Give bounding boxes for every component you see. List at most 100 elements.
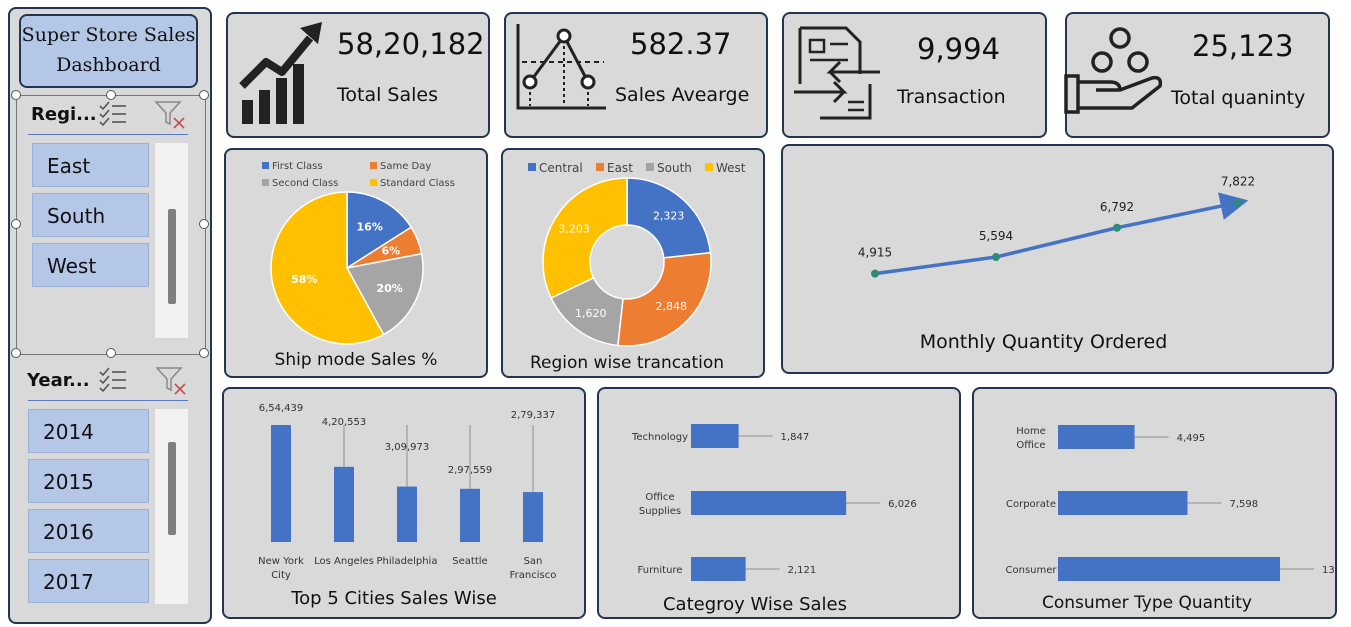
slicer-item-west[interactable]: West: [32, 243, 149, 287]
clear-filter-icon[interactable]: [155, 366, 187, 396]
data-label: 1,847: [781, 432, 810, 443]
category-bar-chart: 1,847 Technology 6,026 Office Supplies 2,121 F…: [631, 424, 917, 581]
multi-select-icon[interactable]: [98, 100, 128, 128]
cities-bar-chart: 6,54,439 New York City 4,20,553 Los Angeles 3…: [258, 403, 557, 581]
region-doughnut-chart: Central East South West 2,323 2,848 1,620 3,203: [528, 161, 746, 347]
data-label: 6%: [381, 245, 400, 258]
average-chart-icon: [516, 24, 606, 110]
slicer-item-south[interactable]: South: [32, 193, 149, 237]
category-label: Francisco: [510, 570, 557, 581]
kpi-label-transaction: Transaction: [897, 86, 1006, 108]
data-label: 2,323: [653, 209, 685, 222]
data-label: 2,121: [788, 565, 817, 576]
ship-mode-chart-title: Ship mode Sales %: [274, 350, 438, 370]
monthly-card: [781, 144, 1334, 374]
category-label: Supplies: [639, 506, 681, 517]
data-label: 3,203: [558, 223, 590, 236]
legend-label: South: [657, 161, 692, 175]
data-label: 20%: [376, 282, 402, 295]
bar: [691, 491, 847, 515]
resize-handle[interactable]: [106, 90, 116, 100]
legend-swatch: [646, 163, 654, 171]
legend-label: West: [716, 161, 746, 175]
data-point: [992, 253, 1000, 262]
year-slicer-header: Year...: [27, 370, 90, 391]
resize-handle[interactable]: [106, 348, 116, 358]
bar: [334, 466, 354, 542]
resize-handle[interactable]: [199, 90, 209, 100]
transaction-icon: [794, 26, 880, 120]
monthly-line-chart: 4,915 5,594 6,792 7,822: [858, 175, 1255, 278]
year-scroll-thumb[interactable]: [168, 442, 176, 535]
doughnut-slice: [542, 177, 628, 299]
data-label: 3,09,973: [385, 442, 430, 453]
doughnut-slice: [617, 251, 712, 347]
series-line: [874, 192, 1249, 276]
data-label: 5,594: [979, 229, 1013, 243]
hand-coins-icon: [1064, 27, 1163, 114]
resize-handle[interactable]: [199, 348, 209, 358]
consumer-chart-title: Consumer Type Quantity: [1041, 593, 1252, 613]
slicer-item-2017[interactable]: 2017: [28, 559, 149, 603]
kpi-label-total-sales: Total Sales: [337, 84, 438, 106]
legend-swatch: [596, 163, 604, 171]
region-chart-title: Region wise trancation: [529, 353, 725, 373]
clear-filter-icon[interactable]: [154, 100, 186, 130]
data-label: 2,848: [655, 300, 687, 313]
category-label: Corporate: [1006, 499, 1056, 510]
slicer-item-2015[interactable]: 2015: [28, 459, 149, 503]
data-label: 4,915: [858, 246, 892, 260]
data-point: [871, 269, 879, 278]
dashboard-title-line2: Dashboard: [56, 54, 161, 76]
bar: [271, 425, 291, 542]
kpi-value-total-sales: 58,20,182: [337, 27, 485, 61]
category-label: City: [271, 570, 291, 581]
slicer-item-east[interactable]: East: [32, 143, 149, 187]
category-label: Office: [645, 492, 674, 503]
data-point: [1113, 223, 1121, 232]
kpi-value-transaction: 9,994: [917, 32, 1001, 66]
kpi-card-sales-average: [504, 12, 768, 138]
data-label: 16%: [357, 221, 383, 234]
slicer-divider: [28, 134, 188, 135]
resize-handle[interactable]: [11, 90, 21, 100]
bar: [691, 424, 739, 448]
slicer-item-2016[interactable]: 2016: [28, 509, 149, 553]
legend-label: Same Day: [380, 161, 431, 172]
kpi-value-total-quantity: 25,123: [1192, 29, 1294, 63]
resize-handle[interactable]: [199, 219, 209, 229]
resize-handle[interactable]: [11, 219, 21, 229]
pie-slice: [346, 191, 413, 270]
category-label: Philadelphia: [377, 556, 438, 567]
data-point: [1234, 198, 1242, 207]
kpi-label-sales-average: Sales Avearge: [615, 84, 750, 106]
doughnut-slice: [626, 177, 712, 259]
category-label: Technology: [631, 432, 688, 443]
multi-select-icon[interactable]: [98, 366, 128, 394]
data-label: 2,97,559: [448, 465, 493, 476]
category-label: San: [524, 556, 543, 567]
data-label: 7,598: [1229, 499, 1258, 510]
bar: [1058, 425, 1135, 449]
bar: [1058, 491, 1188, 515]
bar: [460, 488, 480, 542]
bar: [691, 557, 746, 581]
bar: [397, 486, 417, 542]
slicer-item-2014[interactable]: 2014: [28, 409, 149, 453]
legend-swatch: [370, 179, 377, 186]
region-scroll-thumb[interactable]: [168, 209, 176, 304]
data-label: 6,54,439: [259, 403, 304, 414]
data-label: 6,792: [1100, 200, 1134, 214]
dashboard-title-line1: Super Store Sales: [21, 24, 196, 46]
legend-label: Central: [539, 161, 583, 175]
category-label: Office: [1016, 440, 1045, 451]
legend-label: East: [607, 161, 633, 175]
pie-slice: [270, 191, 385, 345]
data-label: 6,026: [888, 499, 917, 510]
category-label: New York: [258, 556, 304, 567]
legend-label: First Class: [272, 161, 323, 172]
legend-label: Second Class: [272, 178, 338, 189]
monthly-chart-title: Monthly Quantity Ordered: [919, 331, 1168, 353]
resize-handle[interactable]: [11, 348, 21, 358]
legend-swatch: [705, 163, 713, 171]
